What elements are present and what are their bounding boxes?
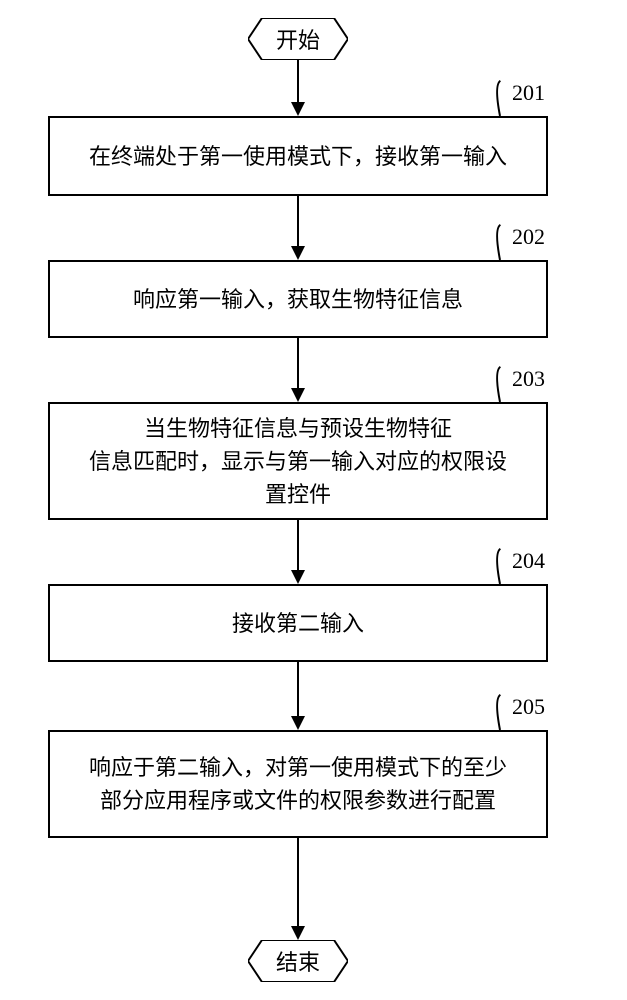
terminator-end-label: 结束 (276, 945, 320, 977)
step-202-text: 响应第一输入，获取生物特征信息 (133, 283, 463, 316)
arrow-4-head (291, 716, 305, 730)
terminator-start-label: 开始 (276, 23, 320, 55)
arrow-1-line (297, 196, 299, 246)
terminator-end: 结束 (248, 940, 348, 982)
arrow-5-line (297, 838, 299, 926)
step-205-text: 响应于第二输入，对第一使用模式下的至少部分应用程序或文件的权限参数进行配置 (89, 751, 507, 817)
step-label-202: 202 (512, 224, 545, 250)
arrow-2-head (291, 388, 305, 402)
step-label-204: 204 (512, 548, 545, 574)
leader-203 (444, 352, 512, 420)
arrow-5-head (291, 926, 305, 940)
arrow-2-line (297, 338, 299, 388)
leader-204 (444, 534, 512, 602)
arrow-3-head (291, 570, 305, 584)
terminator-start: 开始 (248, 18, 348, 60)
flowchart-canvas: 开始结束 在终端处于第一使用模式下，接收第一输入 201 响应第一输入，获取生物特征信… (0, 0, 627, 1000)
step-203-text: 当生物特征信息与预设生物特征信息匹配时，显示与第一输入对应的权限设置控件 (89, 412, 507, 511)
arrow-3-line (297, 520, 299, 570)
leader-201 (444, 66, 512, 134)
arrow-0-line (297, 60, 299, 102)
arrow-0-head (291, 102, 305, 116)
leader-205 (444, 680, 512, 748)
step-204-text: 接收第二输入 (232, 607, 364, 640)
step-label-201: 201 (512, 80, 545, 106)
step-label-203: 203 (512, 366, 545, 392)
arrow-4-line (297, 662, 299, 716)
arrow-1-head (291, 246, 305, 260)
step-201-text: 在终端处于第一使用模式下，接收第一输入 (89, 140, 507, 173)
step-label-205: 205 (512, 694, 545, 720)
leader-202 (444, 210, 512, 278)
